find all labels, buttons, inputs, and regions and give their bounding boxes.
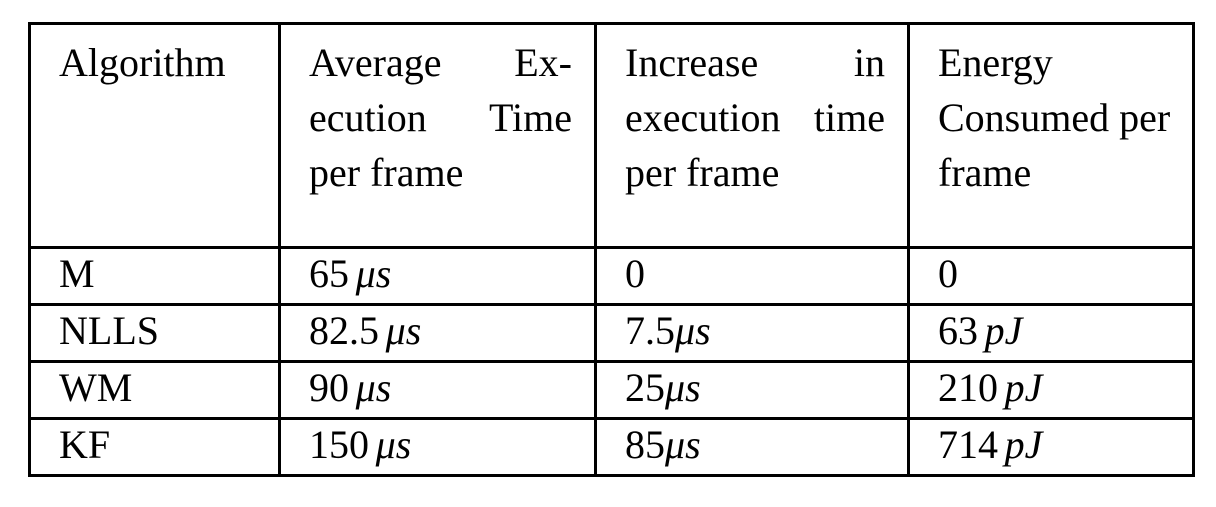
increase-cell: 85μs: [594, 417, 910, 477]
avg-time-cell: 65 μs: [278, 246, 597, 306]
table-row: NLLS 82.5 μs 7.5μs 63 pJ: [28, 303, 1195, 363]
avg-time-cell: 90 μs: [278, 360, 597, 420]
avg-time-value: 82.5: [309, 308, 379, 353]
increase-value: 7.5: [625, 308, 675, 353]
table-row: WM 90 μs 25μs 210 pJ: [28, 360, 1195, 420]
avg-time-cell: 82.5 μs: [278, 303, 597, 363]
increase-unit: μs: [665, 365, 701, 410]
table-row: KF 150 μs 85μs 714 pJ: [28, 417, 1195, 477]
energy-value: 714: [938, 422, 998, 467]
avg-time-value: 150: [309, 422, 369, 467]
energy-cell: 63 pJ: [907, 303, 1195, 363]
avg-time-value: 65: [309, 251, 349, 296]
avg-time-unit: μs: [355, 251, 392, 296]
energy-cell: 210 pJ: [907, 360, 1195, 420]
energy-cell: 0: [907, 246, 1195, 306]
increase-value: 25: [625, 365, 665, 410]
algorithm-cell: KF: [28, 417, 281, 477]
energy-value: 210: [938, 365, 998, 410]
energy-unit: pJ: [1004, 422, 1043, 467]
avg-time-unit: μs: [375, 422, 412, 467]
energy-cell: 714 pJ: [907, 417, 1195, 477]
increase-value: 0: [625, 251, 645, 296]
algorithm-cell: M: [28, 246, 281, 306]
table-row: M 65 μs 0 0: [28, 246, 1195, 306]
energy-unit: pJ: [1004, 365, 1043, 410]
header-row: Algorithm Average Ex-ecution Time per fr…: [28, 22, 1195, 249]
header-cell-avg-execution-time: Average Ex-ecution Time per frame: [278, 22, 597, 249]
increase-unit: μs: [675, 308, 711, 353]
avg-time-unit: μs: [385, 308, 422, 353]
avg-time-value: 90: [309, 365, 349, 410]
algorithm-cell: WM: [28, 360, 281, 420]
header-cell-algorithm: Algorithm: [28, 22, 281, 249]
header-cell-increase-execution-time: Increase in execution time per frame: [594, 22, 910, 249]
increase-cell: 25μs: [594, 360, 910, 420]
energy-unit: pJ: [984, 308, 1023, 353]
avg-time-unit: μs: [355, 365, 392, 410]
increase-cell: 7.5μs: [594, 303, 910, 363]
energy-value: 63: [938, 308, 978, 353]
increase-unit: μs: [665, 422, 701, 467]
avg-time-cell: 150 μs: [278, 417, 597, 477]
increase-value: 85: [625, 422, 665, 467]
energy-value: 0: [938, 251, 958, 296]
increase-cell: 0: [594, 246, 910, 306]
header-cell-energy-consumed: Energy Consumed per frame: [907, 22, 1195, 249]
results-table: Algorithm Average Ex-ecution Time per fr…: [28, 22, 1195, 477]
algorithm-cell: NLLS: [28, 303, 281, 363]
